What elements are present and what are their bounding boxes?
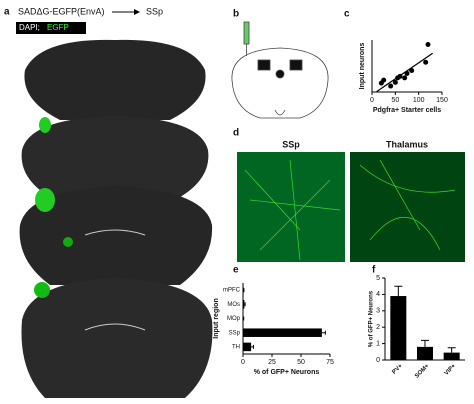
error-bar [251, 344, 254, 349]
x-tick-label: VIP+ [444, 363, 458, 377]
x-tick-label: 50 [391, 97, 399, 104]
y-axis-label: Input region [213, 298, 220, 338]
point [423, 59, 429, 65]
error-bar [447, 347, 456, 353]
y-tick-label: TH [232, 344, 240, 350]
x-tick-label: PV+ [391, 363, 404, 376]
y-axis-label: Input neurons [359, 43, 366, 90]
x-tick-label: 150 [436, 97, 448, 104]
panel-label: f [372, 265, 376, 276]
dapi-label: DAPI; [19, 23, 40, 32]
y-tick-label: MOs [227, 302, 240, 308]
legend-box [16, 22, 86, 34]
virus-label: SADΔG-EGFP(EnvA) [18, 6, 105, 16]
y-tick-label: MOp [227, 316, 241, 322]
point [392, 79, 398, 85]
panel-label: c [344, 9, 350, 20]
y-tick-label: 3 [376, 308, 380, 315]
fit-line [376, 52, 434, 93]
point [397, 73, 403, 79]
error-bar [394, 285, 403, 297]
bar [390, 296, 407, 360]
y-tick-label: 1 [376, 340, 380, 347]
brain-sections [19, 39, 213, 398]
x-tick-label: 50 [297, 359, 305, 366]
error-bar [421, 339, 429, 347]
target-label: SSp [146, 6, 163, 16]
bar [243, 328, 322, 337]
panel-label: a [4, 7, 10, 18]
x-tick-label: 25 [268, 359, 276, 366]
y-axis-label: % of GFP+ Neurons [369, 290, 375, 347]
neurites [244, 159, 456, 261]
y-tick-label: 2 [376, 324, 380, 331]
bar [243, 342, 252, 352]
egfp-label: EGFP [47, 23, 69, 32]
bar [417, 346, 433, 360]
point [381, 77, 387, 83]
y-tick-label: 5 [376, 275, 380, 282]
point [402, 75, 408, 81]
error-bar [244, 302, 246, 307]
x-tick-label: SOM+ [414, 363, 431, 380]
image-title: Thalamus [386, 139, 428, 149]
point [409, 67, 415, 73]
image-title: SSp [282, 139, 300, 149]
schematic [231, 21, 329, 119]
point [388, 83, 394, 89]
y-tick-label: 4 [376, 291, 380, 298]
y-tick-label: mPFC [223, 288, 241, 294]
point [425, 41, 431, 47]
x-tick-label: 100 [413, 97, 425, 104]
bar [243, 285, 244, 295]
x-tick-label: 0 [241, 359, 245, 366]
panel-label: b [233, 9, 239, 20]
x-axis-label: % of GFP+ Neurons [254, 369, 320, 376]
y-tick-label: SSp [229, 330, 241, 336]
error-bar [321, 330, 326, 335]
panel-label: d [233, 128, 239, 139]
y-tick-label: 0 [376, 357, 380, 364]
bar [243, 300, 245, 309]
arrow-head [134, 9, 140, 15]
micrograph [350, 152, 465, 262]
x-tick-label: 0 [370, 97, 374, 104]
panel-label: e [233, 265, 239, 276]
bar [443, 352, 460, 360]
point [404, 70, 410, 76]
x-axis-label: Pdgfra+ Starter cells [373, 107, 441, 114]
x-tick-label: 75 [326, 359, 334, 366]
